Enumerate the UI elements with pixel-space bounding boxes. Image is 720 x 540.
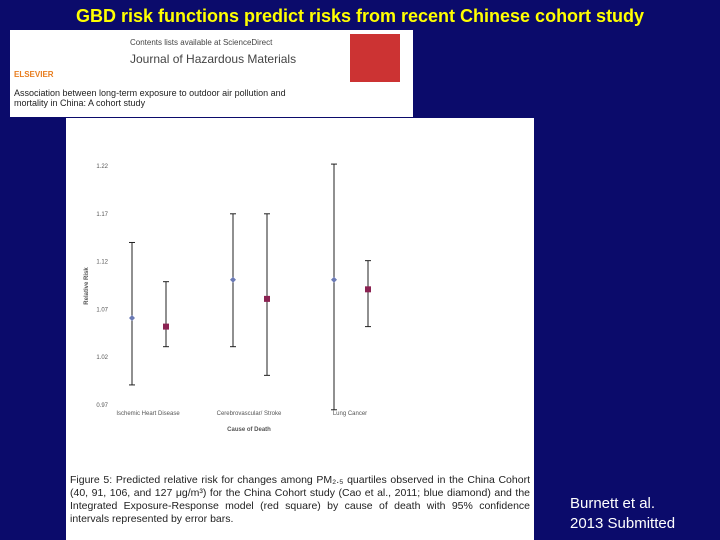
point (264, 295, 270, 302)
y-tick-label: 1.22 (96, 164, 108, 170)
x-axis-label: Cause of Death (227, 427, 271, 433)
citation: Burnett et al. 2013 Submitted (570, 494, 675, 534)
x-tick-label: Lung Cancer (333, 411, 367, 417)
y-tick-label: 0.97 (96, 403, 108, 409)
point (163, 323, 169, 330)
point (230, 276, 236, 283)
slide-title: GBD risk functions predict risks from re… (75, 6, 645, 26)
article-title: Association between long-term exposure t… (14, 88, 286, 108)
y-axis-label: Relative Risk (84, 267, 90, 305)
chart: Relative Risk Cause of Death 0.97 1.02 1.0… (84, 163, 371, 433)
x-tick-label: Cerebrovascular/ Stroke (217, 411, 282, 417)
citation-line: 2013 Submitted (570, 515, 676, 532)
citation-line: Burnett et al. (570, 495, 656, 512)
point (331, 276, 337, 283)
figure-caption: Figure 5: Predicted relative risk for ch… (70, 474, 530, 525)
contents-note: Contents lists available at ScienceDirec… (130, 38, 273, 47)
point (129, 315, 135, 322)
y-tick-label: 1.02 (96, 355, 108, 361)
publisher: ELSEVIER (14, 70, 54, 79)
journal-name: Journal of Hazardous Materials (130, 52, 297, 66)
point (365, 286, 371, 293)
article-header: ELSEVIER Contents lists available at Sci… (10, 30, 413, 117)
x-tick-label: Ischemic Heart Disease (116, 411, 180, 417)
y-tick-label: 1.17 (96, 212, 108, 218)
y-tick-label: 1.07 (96, 307, 108, 313)
figure: Relative Risk Cause of Death 0.97 1.02 1.0… (66, 118, 534, 540)
y-tick-label: 1.12 (96, 260, 108, 266)
journal-cover (350, 34, 400, 82)
